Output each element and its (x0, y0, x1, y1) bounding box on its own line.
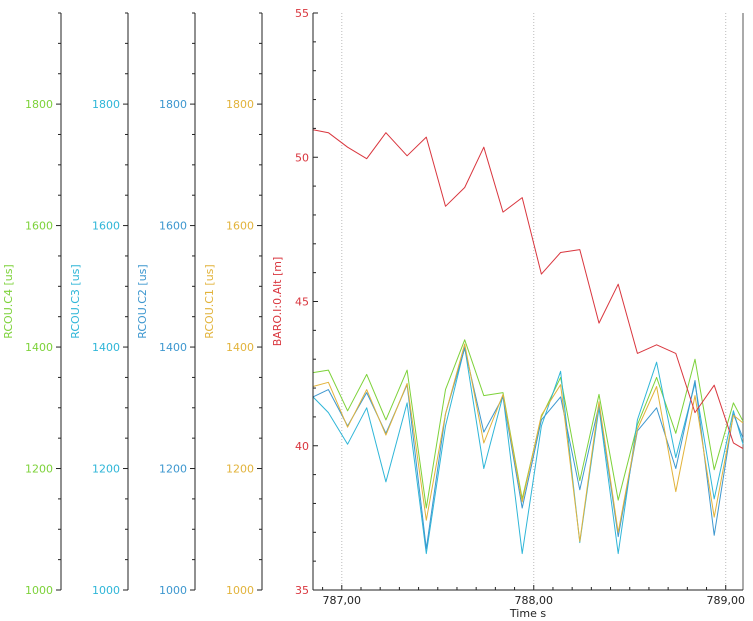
left-axis-1: 1000 1200 1400 1600 1800 RCOU.C3 [us] (69, 12, 129, 597)
right-axis: 35 40 45 50 55 BARO.I:0.Alt [m] (271, 7, 318, 597)
left-axis-3: 1000 1200 1400 1600 1800 RCOU.C1 [us] (203, 12, 263, 597)
x-tick-label-2: 789,00 (706, 594, 745, 607)
left-axis-3-tick-label-3: 1600 (226, 220, 254, 233)
left-axis-2-tick-label-2: 1400 (159, 341, 187, 354)
left-axis-2-tick-label-0: 1000 (159, 584, 187, 597)
x-grid (341, 13, 727, 590)
left-axis-0: 1000 1200 1400 1600 1800 RCOU.C4 [us] (2, 12, 62, 597)
plot-frame (313, 13, 744, 591)
left-axis-3-tick-label-4: 1800 (226, 98, 254, 111)
left-axis-1-tick-label-4: 1800 (92, 98, 120, 111)
left-axis-2-tick-label-3: 1600 (159, 220, 187, 233)
left-axis-3-tick-label-1: 1200 (226, 463, 254, 476)
left-axis-0-tick-label-3: 1600 (25, 220, 53, 233)
baro-axis-tick-label-2: 45 (295, 296, 309, 309)
x-axis: 787,00 788,00 789,00 (322, 585, 745, 607)
left-axis-2-title: RCOU.C2 [us] (136, 264, 149, 338)
baro-axis-tick-label-3: 50 (295, 151, 309, 164)
left-axis-1-title: RCOU.C3 [us] (69, 264, 82, 338)
left-axis-1-tick-label-2: 1400 (92, 341, 120, 354)
x-tick-label-1: 788,00 (515, 594, 554, 607)
baro-axis-tick-label-4: 55 (295, 7, 309, 20)
baro-axis-tick-label-0: 35 (295, 584, 309, 597)
x-tick-label-0: 787,00 (323, 594, 362, 607)
left-axis-0-tick-label-2: 1400 (25, 341, 53, 354)
left-axes: 1000 1200 1400 1600 1800 RCOU.C4 [us] 1000 1200… (2, 12, 263, 597)
left-axis-0-title: RCOU.C4 [us] (2, 264, 15, 338)
left-axis-0-tick-label-4: 1800 (25, 98, 53, 111)
left-axis-1-tick-label-1: 1200 (92, 463, 120, 476)
baro-axis-tick-label-1: 40 (295, 440, 309, 453)
left-axis-3-tick-label-0: 1000 (226, 584, 254, 597)
left-axis-0-tick-label-0: 1000 (25, 584, 53, 597)
series-line-1 (312, 346, 744, 555)
left-axis-1-tick-label-0: 1000 (92, 584, 120, 597)
left-axis-1-tick-label-3: 1600 (92, 220, 120, 233)
series-line-4 (312, 129, 744, 450)
left-axis-2: 1000 1200 1400 1600 1800 RCOU.C2 [us] (136, 12, 196, 597)
left-axis-3-tick-label-2: 1400 (226, 341, 254, 354)
left-axis-2-tick-label-4: 1800 (159, 98, 187, 111)
x-axis-title: Time s (509, 607, 546, 620)
series-lines (312, 129, 744, 555)
left-axis-3-title: RCOU.C1 [us] (203, 264, 216, 338)
left-axis-2-tick-label-1: 1200 (159, 463, 187, 476)
left-axis-0-tick-label-1: 1200 (25, 463, 53, 476)
series-line-3 (312, 343, 744, 542)
baro-axis-title: BARO.I:0.Alt [m] (271, 257, 284, 347)
